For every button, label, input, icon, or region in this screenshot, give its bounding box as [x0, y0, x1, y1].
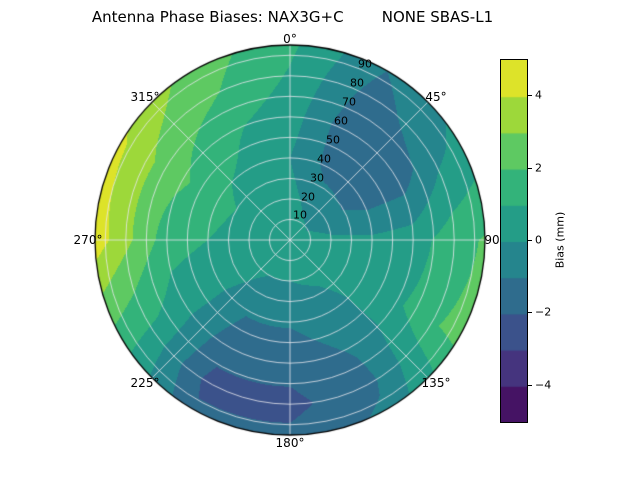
- r-tick-label-50: 50: [326, 133, 340, 147]
- r-tick-label-90: 90: [358, 57, 372, 71]
- r-tick-label-30: 30: [310, 171, 324, 185]
- theta-tick-label-315: 315°: [130, 90, 160, 104]
- colorbar-tick-label-n4: −4: [535, 378, 552, 392]
- colorbar-tick-label-0: 0: [535, 233, 542, 247]
- theta-tick-label-225: 225°: [130, 376, 160, 390]
- colorbar-tick-4: [528, 95, 532, 96]
- r-tick-label-40: 40: [317, 152, 331, 166]
- r-tick-label-60: 60: [334, 114, 348, 128]
- theta-tick-label-0: 0°: [283, 32, 297, 46]
- colorbar-axis-label: Bias (mm): [553, 211, 567, 269]
- theta-tick-label-135: 135°: [421, 376, 451, 390]
- colorbar-tick-n4: [528, 385, 532, 386]
- r-tick-label-20: 20: [301, 190, 315, 204]
- colorbar-tick-0: [528, 240, 532, 241]
- theta-tick-label-90: 90: [484, 233, 500, 247]
- theta-tick-label-45: 45°: [425, 90, 447, 104]
- r-tick-label-70: 70: [342, 95, 356, 109]
- theta-tick-label-270: 270°: [73, 233, 103, 247]
- chart-title: Antenna Phase Biases: NAX3G+C NONE SBAS-…: [91, 8, 494, 26]
- colorbar-tick-label-n2: −2: [535, 305, 552, 319]
- colorbar-tick-2: [528, 168, 532, 169]
- r-tick-label-80: 80: [350, 76, 364, 90]
- r-tick-label-10: 10: [293, 208, 307, 222]
- theta-tick-label-180: 180°: [275, 436, 305, 450]
- colorbar-canvas: [501, 60, 527, 422]
- colorbar-tick-label-4: 4: [535, 88, 542, 102]
- colorbar-tick-n2: [528, 312, 532, 313]
- polar-plot-canvas: [80, 30, 500, 450]
- colorbar: [500, 59, 528, 423]
- colorbar-tick-label-2: 2: [535, 161, 542, 175]
